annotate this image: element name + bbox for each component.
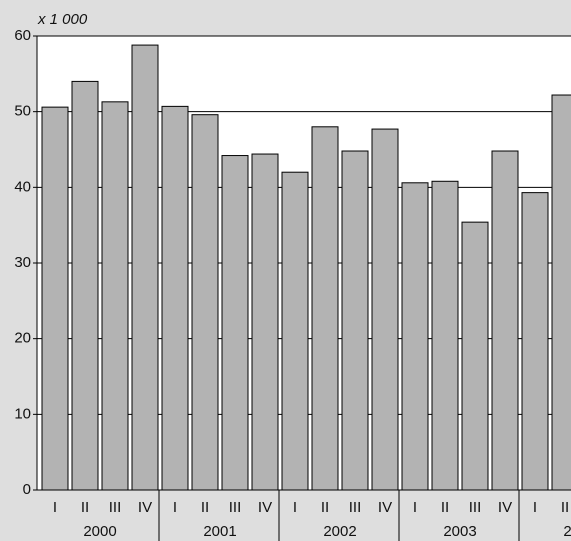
- y-tick-label: 60: [14, 27, 31, 44]
- x-group-label: 2003: [443, 523, 476, 540]
- x-group-label: 2004: [563, 523, 571, 540]
- x-tick-label: IV: [258, 499, 272, 516]
- bar: [401, 182, 429, 491]
- x-tick-label: III: [349, 499, 362, 516]
- bar: [281, 171, 309, 491]
- bar: [101, 101, 129, 491]
- x-tick-label: IV: [138, 499, 152, 516]
- bar: [491, 150, 519, 491]
- x-tick-label: III: [229, 499, 242, 516]
- x-tick-label: II: [81, 499, 89, 516]
- x-tick-label: II: [441, 499, 449, 516]
- x-tick-label: II: [321, 499, 329, 516]
- y-tick-label: 30: [14, 254, 31, 271]
- bar: [521, 192, 549, 491]
- y-tick-label: 50: [14, 103, 31, 120]
- bar: [41, 106, 69, 491]
- y-tick-label: 40: [14, 178, 31, 195]
- bar: [371, 128, 399, 491]
- y-tick-label: 0: [23, 481, 31, 498]
- plot-border: [36, 35, 571, 491]
- bar: [551, 94, 571, 491]
- bar: [161, 105, 189, 491]
- bar: [341, 150, 369, 491]
- x-group-label: 2002: [323, 523, 356, 540]
- bar: [71, 80, 99, 491]
- bar: [221, 155, 249, 491]
- x-group-label: 2000: [83, 523, 116, 540]
- x-group-label: 2001: [203, 523, 236, 540]
- bar: [191, 114, 219, 491]
- bar: [311, 126, 339, 491]
- unit-label: x 1 000: [37, 11, 88, 28]
- y-tick-label: 10: [14, 405, 31, 422]
- x-tick-label: I: [173, 499, 177, 516]
- x-tick-label: III: [109, 499, 122, 516]
- bar: [251, 153, 279, 491]
- bar: [461, 221, 489, 491]
- x-tick-label: II: [561, 499, 569, 516]
- x-tick-label: III: [469, 499, 482, 516]
- x-tick-label: I: [53, 499, 57, 516]
- x-tick-label: IV: [498, 499, 512, 516]
- x-tick-label: II: [201, 499, 209, 516]
- x-tick-label: I: [533, 499, 537, 516]
- x-tick-label: IV: [378, 499, 392, 516]
- bar: [131, 44, 159, 491]
- bar: [431, 180, 459, 491]
- x-tick-label: I: [413, 499, 417, 516]
- y-tick-label: 20: [14, 330, 31, 347]
- x-tick-label: I: [293, 499, 297, 516]
